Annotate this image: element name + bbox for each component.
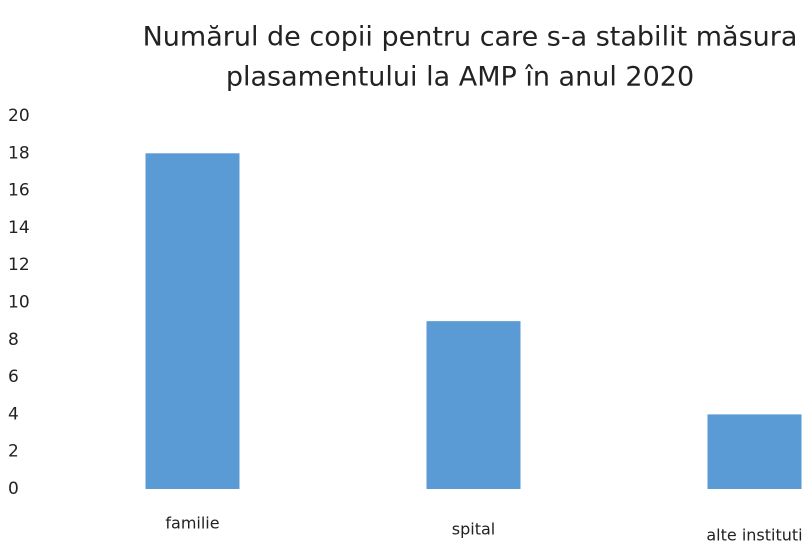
y-tick-label: 20 <box>8 106 30 126</box>
x-tick-label: spital <box>452 520 495 539</box>
bar <box>145 153 240 490</box>
bar <box>707 414 802 489</box>
y-tick-label: 12 <box>8 255 30 275</box>
bar <box>426 321 521 489</box>
y-tick-label: 4 <box>8 404 19 424</box>
y-tick-label: 10 <box>8 293 30 313</box>
y-tick-label: 14 <box>8 218 30 238</box>
chart-title: plasamentului la AMP în anul 2020 <box>226 62 694 93</box>
y-tick-label: 0 <box>8 479 19 499</box>
x-tick-label: familie <box>165 514 219 533</box>
y-tick-label: 6 <box>8 367 19 387</box>
y-tick-label: 16 <box>8 181 30 201</box>
y-tick-label: 2 <box>8 442 19 462</box>
x-tick-label: alte instituti <box>706 526 802 545</box>
chart-title: Numărul de copii pentru care s-a stabili… <box>143 22 798 53</box>
y-tick-label: 18 <box>8 143 30 163</box>
y-tick-label: 8 <box>8 330 19 350</box>
